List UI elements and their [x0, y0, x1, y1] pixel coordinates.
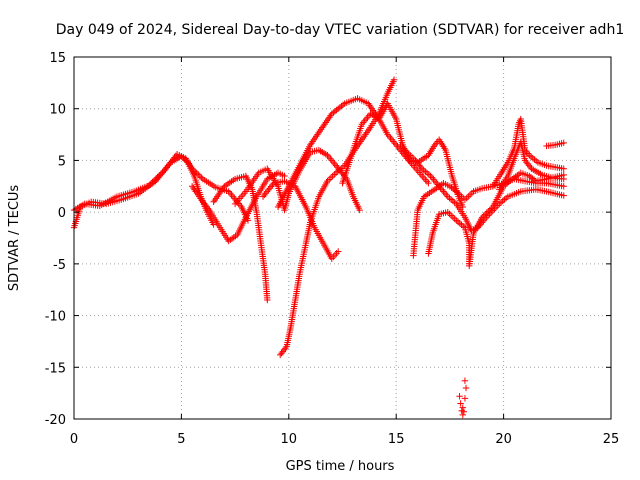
data-point	[478, 214, 486, 221]
data-point	[483, 209, 490, 217]
data-point	[190, 166, 197, 174]
axis-ticks: 0 5 10 15 20 25 -20 -15 -10 -5 0 5 10 15	[45, 51, 620, 447]
data-point	[485, 208, 492, 215]
data-point	[448, 184, 455, 191]
chart-title: Day 049 of 2024, Sidereal Day-to-day VTE…	[56, 22, 624, 38]
data-point	[488, 205, 495, 212]
data-point	[560, 183, 567, 190]
data-point	[527, 174, 535, 181]
x-axis-label: GPS time / hours	[286, 459, 395, 474]
series-track-o	[543, 139, 567, 150]
data-point	[195, 171, 202, 178]
data-point	[333, 106, 340, 114]
data-point	[560, 139, 567, 147]
data-point	[457, 400, 464, 407]
data-point	[192, 168, 199, 175]
data-point	[196, 172, 204, 180]
x-tick-label: 0	[70, 432, 78, 447]
data-point	[336, 104, 344, 111]
data-point	[390, 76, 398, 83]
data-point	[330, 109, 337, 116]
data-point	[451, 186, 458, 194]
data-point	[446, 183, 454, 190]
x-tick-label: 5	[177, 432, 185, 447]
y-tick-label: 15	[49, 51, 66, 66]
series-track-b	[70, 151, 252, 224]
y-tick-label: -5	[53, 258, 66, 273]
x-tick-label: 15	[388, 432, 405, 447]
data-point	[198, 174, 205, 181]
data-point	[264, 296, 271, 304]
data-point	[560, 175, 567, 183]
y-tick-label: -10	[45, 310, 66, 325]
data-point	[449, 185, 457, 193]
data-point	[338, 102, 345, 110]
data-point	[459, 203, 466, 211]
x-tick-label: 25	[603, 432, 620, 447]
data-point	[335, 105, 342, 112]
data-point	[188, 165, 196, 172]
data-point	[481, 211, 489, 218]
data-point	[339, 101, 347, 109]
data-point	[331, 108, 339, 115]
data-point	[193, 169, 200, 177]
series-cluster-18h	[456, 377, 470, 419]
data-point	[461, 377, 469, 384]
data-point	[328, 110, 335, 118]
data-point	[529, 175, 536, 182]
x-tick-label: 20	[495, 432, 512, 447]
plot-frame	[73, 56, 612, 420]
y-tick-label: 10	[49, 103, 66, 118]
x-tick-label: 10	[281, 432, 298, 447]
series-track-i	[339, 100, 466, 211]
data-point	[531, 176, 538, 184]
data-point	[210, 221, 217, 228]
data-point	[486, 206, 493, 214]
data-point	[560, 192, 567, 199]
data-point	[425, 179, 432, 187]
y-tick-label: -15	[45, 361, 66, 376]
data-point	[456, 393, 463, 400]
y-tick-label: 0	[58, 206, 66, 221]
data-point	[459, 404, 466, 411]
data-point	[335, 248, 342, 255]
data-point	[179, 154, 187, 162]
data-point	[459, 411, 466, 419]
data-point	[356, 206, 363, 214]
data-point	[560, 165, 567, 172]
series-track-g	[277, 76, 398, 359]
y-tick-label: -20	[45, 413, 66, 428]
data-points	[70, 76, 567, 419]
data-point	[480, 212, 487, 220]
series-track-n	[496, 138, 567, 193]
y-axis-label: SDTVAR / TECUs	[7, 185, 22, 292]
data-point	[462, 384, 470, 392]
data-point	[461, 395, 469, 402]
data-point	[460, 408, 468, 415]
y-tick-label: 5	[58, 154, 66, 169]
data-point	[526, 172, 533, 180]
